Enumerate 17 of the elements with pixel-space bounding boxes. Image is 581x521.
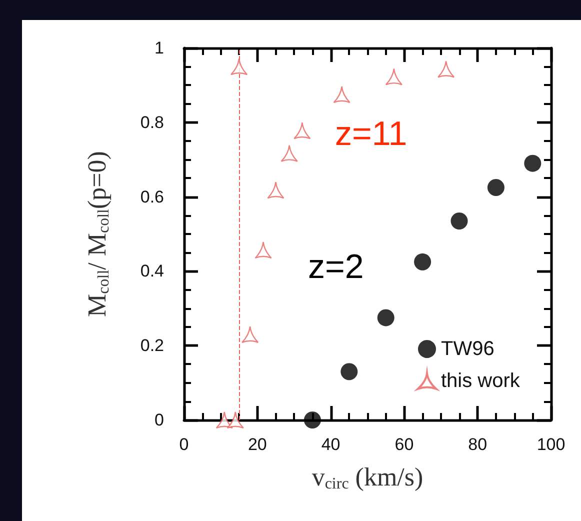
x-tick-label: 40 (321, 435, 340, 454)
y-tick-label: 0 (154, 410, 164, 430)
y-tick-label: 0.8 (140, 112, 164, 132)
x-tick-label: 0 (179, 435, 189, 454)
annotation: z=11 (335, 115, 408, 153)
y-tick-label: 0.2 (140, 336, 164, 356)
y-tick-label: 1 (154, 38, 164, 58)
x-tick-label: 20 (248, 435, 267, 454)
legend-label: TW96 (441, 338, 494, 360)
legend-label: this work (441, 370, 521, 392)
x-tick-label: 100 (536, 435, 566, 454)
x-tick-label: 80 (468, 435, 488, 454)
x-tick-label: 60 (394, 435, 414, 454)
annotation: z=2 (308, 248, 364, 286)
y-tick-label: 0.6 (140, 187, 164, 206)
y-tick-label: 0.4 (140, 262, 164, 281)
y-axis-title: Mcoll/ Mcoll(p=0) (82, 151, 112, 317)
